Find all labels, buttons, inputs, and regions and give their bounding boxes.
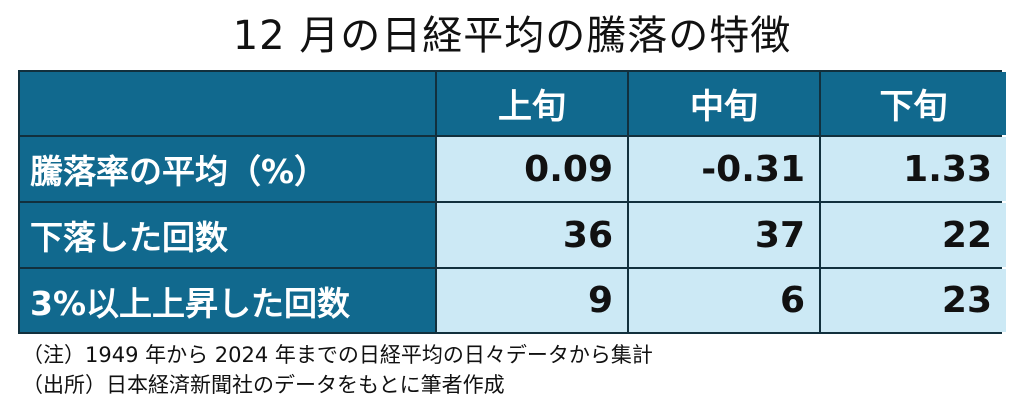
table-cell: 0.09 <box>437 137 627 201</box>
table-cell: 23 <box>821 269 1006 332</box>
table-header-early: 上旬 <box>437 72 627 135</box>
row-label-rise-3pct-count: 3%以上上昇した回数 <box>20 269 435 332</box>
table-header-corner <box>20 72 435 135</box>
table-header-mid: 中旬 <box>629 72 819 135</box>
footnote-source: （出所）日本経済新聞社のデータをもとに筆者作成 <box>22 373 505 397</box>
footnotes: （注）1949 年から 2024 年までの日経平均の日々データから集計 （出所）… <box>22 340 1012 400</box>
table-cell: 36 <box>437 203 627 267</box>
data-table: 上旬 中旬 下旬 騰落率の平均（%） 0.09 -0.31 1.33 下落した回… <box>18 70 1006 334</box>
page-title: 12 月の日経平均の騰落の特徴 <box>232 13 792 59</box>
table-cell: 6 <box>629 269 819 332</box>
table-cell: 37 <box>629 203 819 267</box>
table-header-late: 下旬 <box>821 72 1006 135</box>
table-cell: 9 <box>437 269 627 332</box>
row-label-decline-count: 下落した回数 <box>20 203 435 267</box>
table-cell: 1.33 <box>821 137 1006 201</box>
table-cell: 22 <box>821 203 1006 267</box>
row-label-average-change: 騰落率の平均（%） <box>20 137 435 201</box>
footnote-note: （注）1949 年から 2024 年までの日経平均の日々データから集計 <box>22 343 653 367</box>
table-cell: -0.31 <box>629 137 819 201</box>
